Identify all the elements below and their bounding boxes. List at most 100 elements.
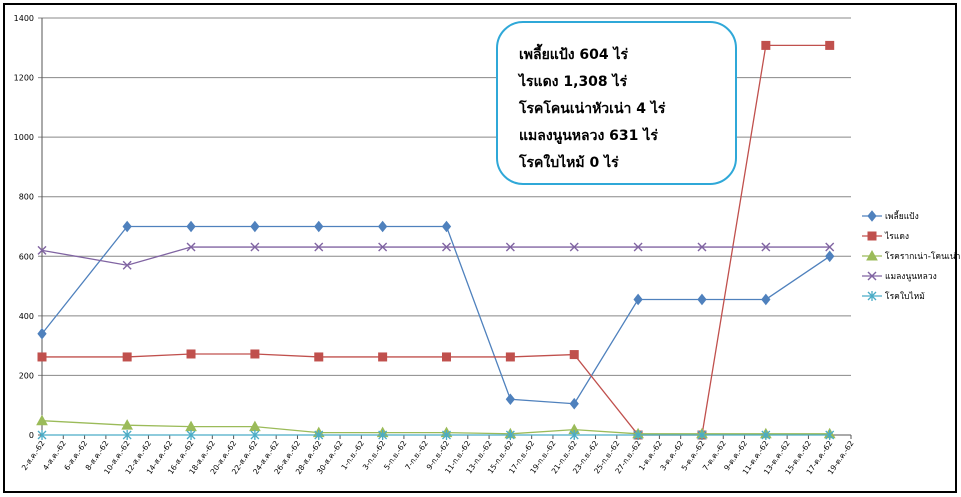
data-point <box>186 430 196 440</box>
data-point <box>761 293 771 306</box>
marker-stroke <box>825 242 835 252</box>
annotation-box <box>496 21 737 185</box>
legend-item-1: ไรแดง <box>862 231 909 242</box>
marker-stroke <box>122 260 132 270</box>
legend-label: โรคใบไหม้ <box>885 291 925 302</box>
data-point <box>761 40 771 50</box>
legend-item-2: โรครากเน่า-โคนเน่า <box>862 249 960 262</box>
data-point <box>442 430 451 440</box>
y-tick-label: 0 <box>29 431 34 440</box>
annotation-line-3: โรคโคนเน่าหัวเน่า 4 ไร่ <box>518 99 666 117</box>
data-point <box>505 352 515 362</box>
data-point <box>569 350 579 360</box>
y-tick-label: 800 <box>19 193 34 202</box>
data-point <box>378 430 388 440</box>
marker-stroke <box>314 242 324 252</box>
data-point <box>378 242 388 252</box>
marker-stroke <box>186 242 196 252</box>
data-point <box>37 327 47 340</box>
data-point <box>37 245 47 255</box>
data-point <box>250 242 260 252</box>
series-4 <box>37 430 835 440</box>
data-point <box>37 352 47 362</box>
data-point <box>697 242 707 252</box>
data-point <box>441 220 452 233</box>
y-axis: 0 200 400 600 800 1000 1200 1400 <box>14 14 43 440</box>
marker-stroke <box>505 242 515 252</box>
series-0 <box>37 220 835 410</box>
data-point <box>122 260 132 270</box>
y-tick-label: 1000 <box>14 133 34 142</box>
marker-stroke <box>633 242 643 252</box>
y-tick-label: 1400 <box>14 14 34 23</box>
annotation-callout: เพลี้ยแป้ง 604 ไร่ ไรแดง 1,308 ไร่ โรคโค… <box>496 21 737 185</box>
data-point <box>825 430 835 440</box>
data-point <box>825 250 835 263</box>
data-point <box>378 352 388 362</box>
annotation-line-1: เพลี้ยแป้ง 604 ไร่ <box>519 43 629 63</box>
data-point <box>314 352 324 362</box>
data-point <box>633 430 643 440</box>
data-point <box>505 430 515 440</box>
legend: เพลี้ยแป้งไรแดงโรครากเน่า-โคนเน่าแมลงนูน… <box>862 210 960 302</box>
series-line-2 <box>41 420 830 435</box>
data-point <box>825 40 835 50</box>
data-point <box>250 349 260 359</box>
legend-label: แมลงนูนหลวง <box>885 272 937 282</box>
data-point <box>36 414 48 426</box>
data-point <box>825 242 835 252</box>
legend-label: เพลี้ยแป้ง <box>885 210 919 222</box>
series-3 <box>37 242 835 270</box>
data-point <box>186 349 196 359</box>
data-point <box>377 220 388 233</box>
data-point <box>186 220 196 233</box>
y-tick-label: 600 <box>19 252 34 261</box>
data-point <box>37 430 47 440</box>
data-point <box>569 242 579 252</box>
data-point <box>314 220 324 233</box>
data-point <box>633 293 643 306</box>
data-point <box>121 419 134 430</box>
data-point <box>697 293 707 306</box>
data-point <box>250 220 260 233</box>
data-point <box>697 430 707 440</box>
marker-stroke <box>761 242 771 252</box>
legend-marker <box>867 231 877 241</box>
data-point <box>569 430 579 440</box>
data-point <box>122 430 132 440</box>
y-tick-label: 400 <box>19 312 34 321</box>
data-point <box>186 242 196 252</box>
data-point <box>314 430 324 440</box>
data-point <box>505 393 516 406</box>
legend-item-4: โรคใบไหม้ <box>862 291 925 302</box>
marker-stroke <box>37 245 47 255</box>
data-point <box>442 242 451 252</box>
data-point <box>314 242 324 252</box>
chart-frame <box>3 3 957 493</box>
legend-marker <box>867 271 877 281</box>
data-point <box>569 397 579 410</box>
data-point <box>250 430 260 440</box>
x-axis: 2-ส.ค.-624-ส.ค.-626-ส.ค.-628-ส.ค.-6210-ส… <box>20 435 856 476</box>
data-point <box>761 242 771 252</box>
marker-stroke <box>250 242 260 252</box>
data-point <box>122 352 132 362</box>
data-point <box>442 352 451 362</box>
data-point <box>505 242 515 252</box>
annotation-line-4: แมลงนูนหลวง 631 ไร่ <box>519 126 658 144</box>
marker-stroke <box>569 242 579 252</box>
marker-stroke <box>442 242 451 252</box>
marker-stroke <box>867 271 877 281</box>
y-tick-label: 1200 <box>14 74 34 83</box>
legend-item-0: เพลี้ยแป้ง <box>862 210 919 222</box>
data-point <box>761 430 771 440</box>
marker-stroke <box>697 242 707 252</box>
data-point <box>633 242 643 252</box>
legend-marker <box>867 291 877 301</box>
y-tick-label: 200 <box>19 371 34 380</box>
series-layer <box>36 40 836 440</box>
legend-label: ไรแดง <box>884 231 909 242</box>
annotation-line-2: ไรแดง 1,308 ไร่ <box>517 72 628 90</box>
legend-label: โรครากเน่า-โคนเน่า <box>885 251 960 262</box>
